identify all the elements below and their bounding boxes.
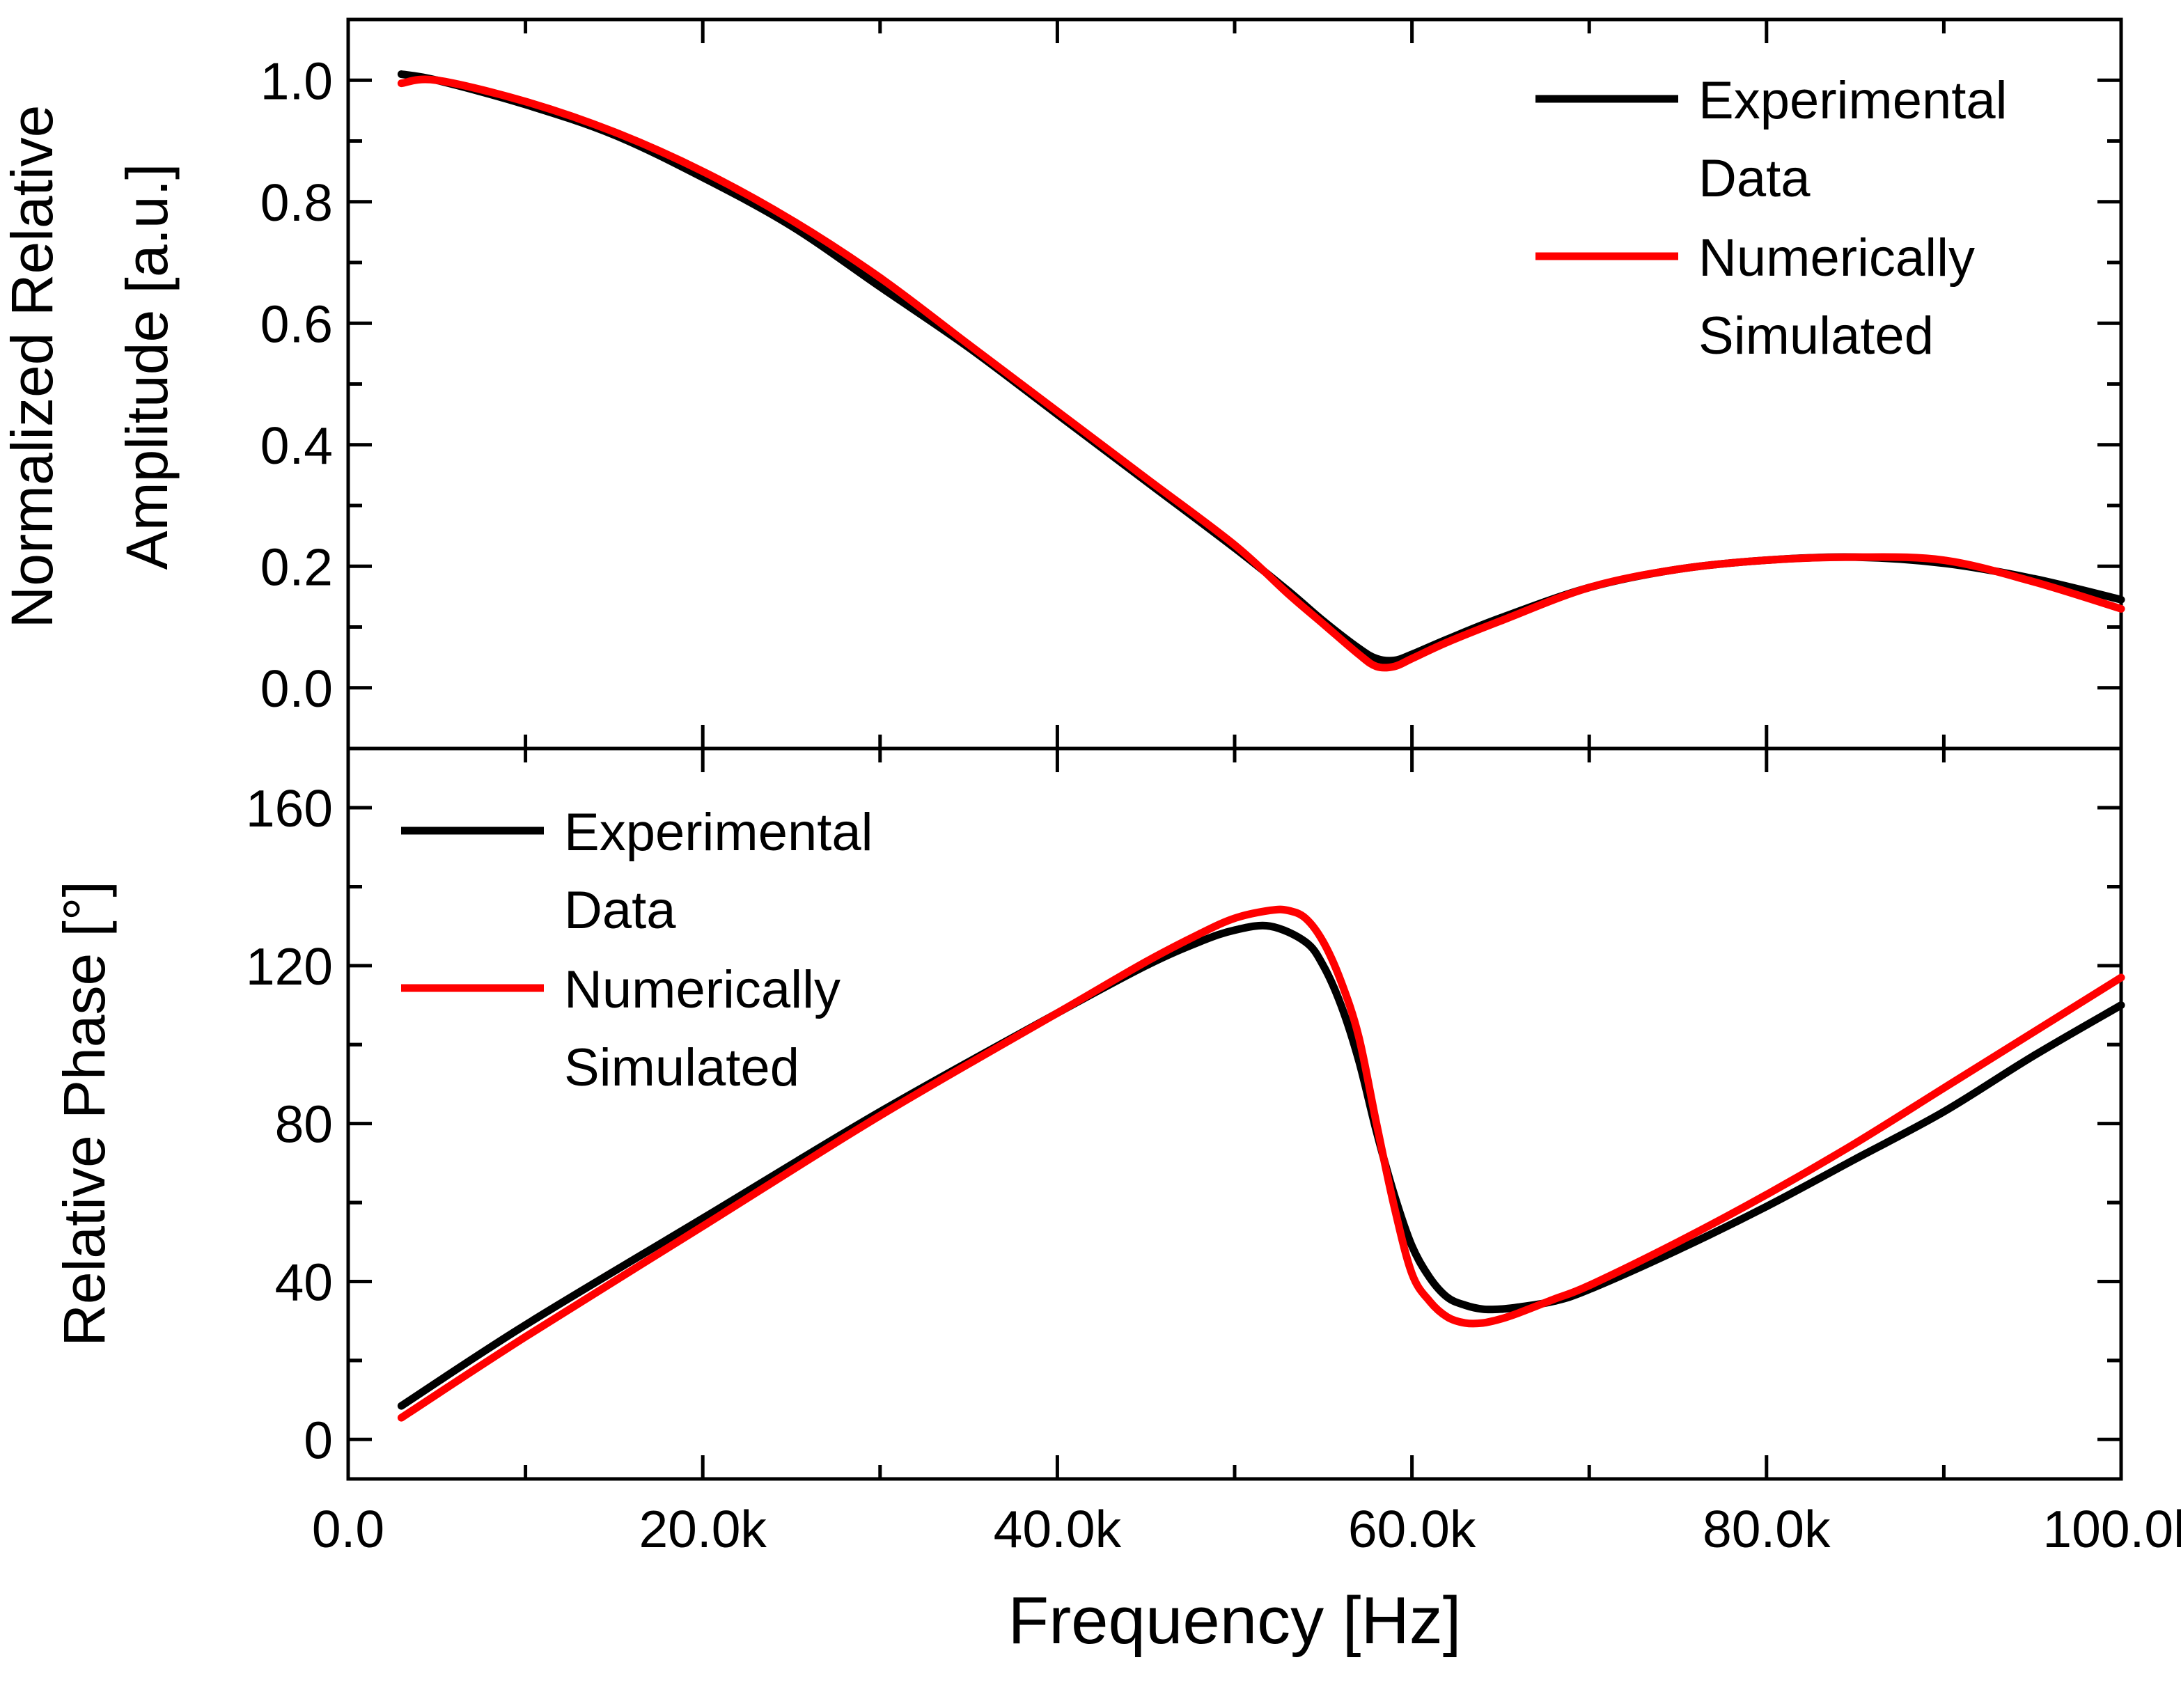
bottom-ytick-label: 160	[246, 779, 333, 838]
top-series-simulated-line	[397, 75, 2125, 672]
bottom-series-simulated-line	[397, 905, 2125, 1422]
top-ytick-label: 0.4	[260, 416, 333, 475]
xtick-label: 100.0k	[2042, 1500, 2181, 1558]
bottom-legend-label: Experimental	[564, 803, 873, 862]
top-ylabel-line: Normalized Relative	[0, 105, 65, 629]
bottom-legend-label: Numerically	[564, 960, 841, 1019]
legend-layer: Experimental Data Numerically Simulated Expe…	[401, 71, 2008, 1097]
top-ytick-label: 0.6	[260, 295, 333, 353]
series-layer	[397, 70, 2125, 1422]
xtick-label: 0.0	[312, 1500, 384, 1558]
bottom-ytick-label: 120	[246, 937, 333, 996]
top-ylabel-line: Amplitude [a.u.]	[114, 164, 180, 570]
bottom-legend-label: Simulated	[564, 1038, 799, 1097]
xtick-label: 40.0k	[994, 1500, 1122, 1558]
xtick-label: 60.0k	[1348, 1500, 1476, 1558]
bottom-ytick-label: 40	[275, 1253, 333, 1311]
top-legend-label: Data	[1698, 149, 1811, 208]
bottom-ylabel: Relative Phase [°]	[52, 881, 117, 1347]
x-axis-label: Frequency [Hz]	[1008, 1583, 1462, 1658]
bottom-ytick-label: 0	[304, 1411, 333, 1469]
top-legend-label: Simulated	[1698, 306, 1934, 366]
top-legend-label: Numerically	[1698, 228, 1975, 288]
xtick-label: 80.0k	[1703, 1500, 1831, 1558]
labels-layer: 0.0 0.2 0.4 0.6 0.8 1.0 Normalized Relative Amp…	[0, 52, 2181, 1658]
bottom-legend-label: Data	[564, 881, 676, 940]
top-ytick-label: 1.0	[260, 52, 333, 110]
xtick-label: 20.0k	[639, 1500, 767, 1558]
top-legend-label: Experimental	[1698, 71, 2008, 130]
top-ytick-label: 0.0	[260, 659, 333, 718]
bottom-ytick-label: 80	[275, 1095, 333, 1154]
ticks-layer	[346, 19, 2123, 1479]
top-ytick-label: 0.2	[260, 538, 333, 596]
top-ytick-label: 0.8	[260, 173, 333, 232]
